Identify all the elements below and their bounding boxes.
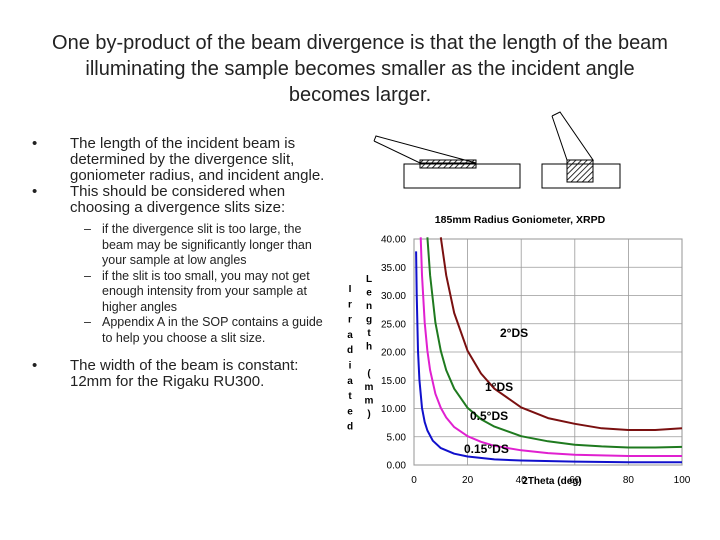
bullet-dot: • bbox=[32, 357, 38, 374]
subbullet-item: – if the divergence slit is too large, t… bbox=[28, 222, 328, 269]
bullet-text: The width of the beam is constant: 12mm … bbox=[70, 357, 299, 390]
bullet-text: The length of the incident beam is deter… bbox=[70, 135, 325, 184]
y-axis-label-char: d bbox=[347, 345, 353, 356]
x-tick-label: 40 bbox=[516, 475, 528, 486]
beam-footprint-short bbox=[566, 159, 594, 183]
y-axis-label-char: ) bbox=[367, 409, 370, 420]
y-axis-label-char: m bbox=[365, 396, 374, 407]
y-axis-label-char: L bbox=[366, 274, 372, 285]
y-tick-labels: 0.00 5.00 10.00 15.00 20.00 25.00 30.00 35.00 40… bbox=[381, 235, 406, 472]
chart-title: 185mm Radius Goniometer, XRPD bbox=[435, 214, 606, 226]
y-axis-label-char: ( bbox=[367, 369, 371, 380]
subbullet-dash: – bbox=[84, 315, 91, 329]
y-tick-label: 25.00 bbox=[381, 319, 406, 330]
incident-beam-high-angle bbox=[551, 111, 594, 161]
bullet-list: • The length of the incident beam is det… bbox=[28, 136, 328, 390]
y-axis-label-char: e bbox=[366, 288, 372, 299]
y-axis-label-char: I bbox=[349, 284, 352, 295]
y-axis-label-char: n bbox=[366, 301, 372, 312]
y-tick-label: 10.00 bbox=[381, 404, 406, 415]
x-tick-label: 20 bbox=[462, 475, 474, 486]
x-tick-label: 0 bbox=[411, 475, 417, 486]
title-line: becomes larger. bbox=[288, 84, 432, 106]
x-tick-labels: 0 20 40 60 80 100 bbox=[411, 475, 691, 486]
subbullet-text: Appendix A in the SOP contains a guide t… bbox=[102, 315, 323, 345]
bullet-dot: • bbox=[32, 183, 38, 200]
title-line: illuminating the sample becomes smaller … bbox=[85, 58, 635, 80]
y-axis-label-char: g bbox=[366, 315, 372, 326]
y-tick-label: 5.00 bbox=[387, 432, 407, 443]
series-annotation: 0.5°DS bbox=[470, 409, 508, 423]
subbullet-text: if the divergence slit is too large, the… bbox=[102, 222, 312, 267]
y-axis-label-char: r bbox=[348, 299, 352, 310]
y-tick-label: 20.00 bbox=[381, 348, 406, 359]
subbullet-text: if the slit is too small, you may not ge… bbox=[102, 268, 310, 314]
y-tick-label: 0.00 bbox=[387, 461, 407, 472]
slide-title: One by-product of the beam divergence is… bbox=[20, 30, 700, 108]
subbullet-dash: – bbox=[84, 268, 91, 283]
series-line bbox=[415, 251, 682, 464]
y-axis-label-char: a bbox=[347, 376, 353, 387]
bullet-text: This should be considered when choosing … bbox=[70, 183, 286, 216]
x-tick-label: 80 bbox=[623, 475, 635, 486]
series-annotation: 1°DS bbox=[485, 380, 513, 394]
y-tick-label: 35.00 bbox=[381, 263, 406, 274]
y-tick-label: 40.00 bbox=[381, 235, 406, 246]
x-tick-label: 100 bbox=[674, 475, 691, 486]
y-axis-label-char: t bbox=[367, 328, 371, 339]
beam-footprint-long bbox=[419, 159, 477, 169]
y-axis-label-char: m bbox=[365, 382, 374, 393]
series-lines bbox=[415, 237, 683, 464]
subbullet-item: – Appendix A in the SOP contains a guide… bbox=[28, 315, 328, 346]
title-line: One by-product of the beam divergence is… bbox=[52, 32, 668, 54]
y-tick-label: 15.00 bbox=[381, 376, 406, 387]
series-line bbox=[439, 237, 683, 431]
y-axis-label-char: a bbox=[347, 330, 353, 341]
subbullet-item: – if the slit is too small, you may not … bbox=[28, 269, 328, 316]
chart-grid bbox=[413, 238, 683, 466]
x-axis-label: 2Theta (deg) bbox=[522, 476, 581, 487]
beam-length-chart: 185mm Radius Goniometer, XRPD 0.00 5.00 10… bbox=[347, 214, 691, 487]
series-annotations: 2°DS 1°DS 0.5°DS 0.15°DS bbox=[464, 326, 528, 456]
y-tick-label: 30.00 bbox=[381, 291, 406, 302]
y-axis-label-char: e bbox=[347, 406, 353, 417]
y-axis-label-char: i bbox=[349, 361, 352, 372]
low-angle-schematic bbox=[373, 135, 521, 189]
y-axis-label-char: d bbox=[347, 422, 353, 433]
bullet-dot: • bbox=[32, 135, 38, 152]
bullet-item: • The length of the incident beam is det… bbox=[28, 136, 328, 184]
series-annotation: 2°DS bbox=[500, 326, 528, 340]
series-line bbox=[426, 237, 683, 449]
series-line bbox=[419, 237, 682, 457]
subbullet-dash: – bbox=[84, 222, 91, 236]
series-annotation: 0.15°DS bbox=[464, 442, 509, 456]
bullet-item: • The width of the beam is constant: 12m… bbox=[28, 358, 328, 390]
incident-beam-low-angle bbox=[373, 135, 477, 164]
y-axis-label-char: t bbox=[348, 391, 352, 402]
high-angle-schematic bbox=[541, 111, 621, 189]
x-tick-label: 60 bbox=[569, 475, 581, 486]
y-axis-label-char: r bbox=[348, 315, 352, 326]
bullet-item: • This should be considered when choosin… bbox=[28, 184, 328, 216]
y-axis-label-char: h bbox=[366, 342, 372, 353]
